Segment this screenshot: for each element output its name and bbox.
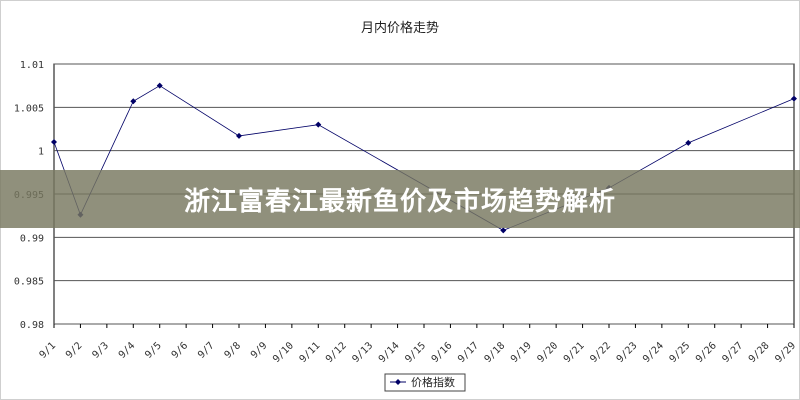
x-tick-label: 9/2 [64, 340, 85, 361]
x-tick-label: 9/6 [170, 340, 191, 361]
x-tick-label: 9/25 [668, 340, 693, 365]
data-point [315, 121, 322, 128]
x-tick-label: 9/29 [773, 340, 798, 365]
x-tick-label: 9/21 [562, 340, 587, 365]
x-tick-label: 9/19 [509, 340, 534, 365]
x-tick-label: 9/10 [271, 340, 296, 365]
x-tick-label: 9/26 [694, 340, 719, 365]
x-tick-label: 9/22 [588, 340, 613, 365]
legend: 价格指数 [384, 373, 466, 392]
x-tick-label: 9/27 [720, 340, 745, 365]
series-line [53, 85, 795, 231]
x-tick-label: 9/4 [117, 340, 138, 361]
legend-label: 价格指数 [411, 375, 455, 389]
x-tick-label: 9/12 [324, 340, 349, 365]
data-point [791, 95, 797, 102]
x-tick-label: 9/15 [403, 340, 428, 365]
x-tick-label: 9/5 [143, 340, 164, 361]
x-tick-label: 9/11 [298, 340, 323, 365]
x-tick-label: 9/23 [615, 340, 640, 365]
x-tick-label: 9/20 [535, 340, 560, 365]
data-point [236, 132, 242, 139]
x-tick-label: 9/16 [430, 340, 455, 365]
y-tick-label: 1.01 [20, 60, 44, 71]
data-point [500, 227, 507, 234]
x-tick-label: 9/18 [483, 340, 508, 365]
banner-title: 浙江富春江最新鱼价及市场趋势解析 [183, 186, 616, 217]
x-tick-label: 9/8 [223, 340, 244, 361]
x-tick-label: 9/14 [377, 340, 402, 365]
data-point [685, 139, 692, 146]
y-tick-label: 0.99 [20, 233, 44, 244]
x-tick-label: 9/7 [196, 340, 217, 361]
y-tick-label: 0.98 [20, 320, 44, 331]
legend-marker-icon [395, 379, 401, 385]
x-tick-label: 9/28 [747, 340, 772, 365]
data-point [156, 82, 163, 89]
y-tick-label: 0.985 [14, 277, 44, 288]
x-tick-label: 9/17 [456, 340, 481, 365]
x-tick-label: 9/1 [38, 340, 59, 361]
chart-title: 月内价格走势 [361, 20, 439, 36]
x-tick-label: 9/24 [641, 340, 666, 365]
data-point [51, 139, 57, 145]
x-tick-label: 9/3 [90, 340, 111, 361]
y-tick-label: 1 [38, 147, 44, 158]
x-tick-label: 9/9 [249, 340, 270, 361]
title-banner: 浙江富春江最新鱼价及市场趋势解析 [0, 170, 800, 228]
data-point [130, 98, 137, 105]
y-tick-label: 1.005 [14, 103, 44, 114]
x-tick-label: 9/13 [350, 340, 375, 365]
